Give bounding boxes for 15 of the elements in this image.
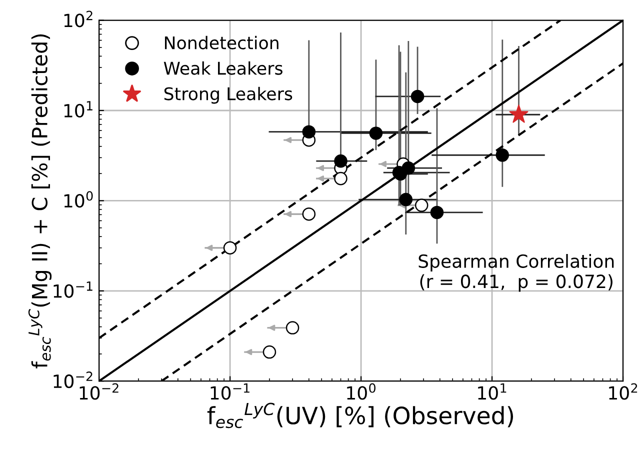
x-axis-title: f$_{esc}$$^{LyC}$(UV) [%] (Observed) xyxy=(207,402,514,428)
annotation: Spearman Correlation (r = 0.41, p = 0.072) xyxy=(418,254,614,292)
x-tick-label: 10$^{−1}$ xyxy=(210,383,250,400)
legend-label: Weak Leakers xyxy=(164,61,282,75)
y-tick-label: 10$^{2}$ xyxy=(64,10,92,28)
y-tick-label: 10$^{−1}$ xyxy=(54,282,92,298)
legend-label: Strong Leakers xyxy=(164,86,292,104)
x-tick-label: 10$^{0}$ xyxy=(347,383,376,400)
y-tick-label: 10$^{1}$ xyxy=(64,101,92,118)
x-tick-label: 10$^{2}$ xyxy=(609,383,638,400)
x-tick-label: 10$^{1}$ xyxy=(478,383,506,400)
y-axis-title: f$_{esc}$$^{LyC}$(Mg II) + C [%] (Predicted) xyxy=(28,34,52,368)
x-tick-label: 10$^{−2}$ xyxy=(80,383,118,400)
y-tick-label: 10$^{0}$ xyxy=(64,191,93,208)
legend-label: Nondetection xyxy=(164,36,278,50)
